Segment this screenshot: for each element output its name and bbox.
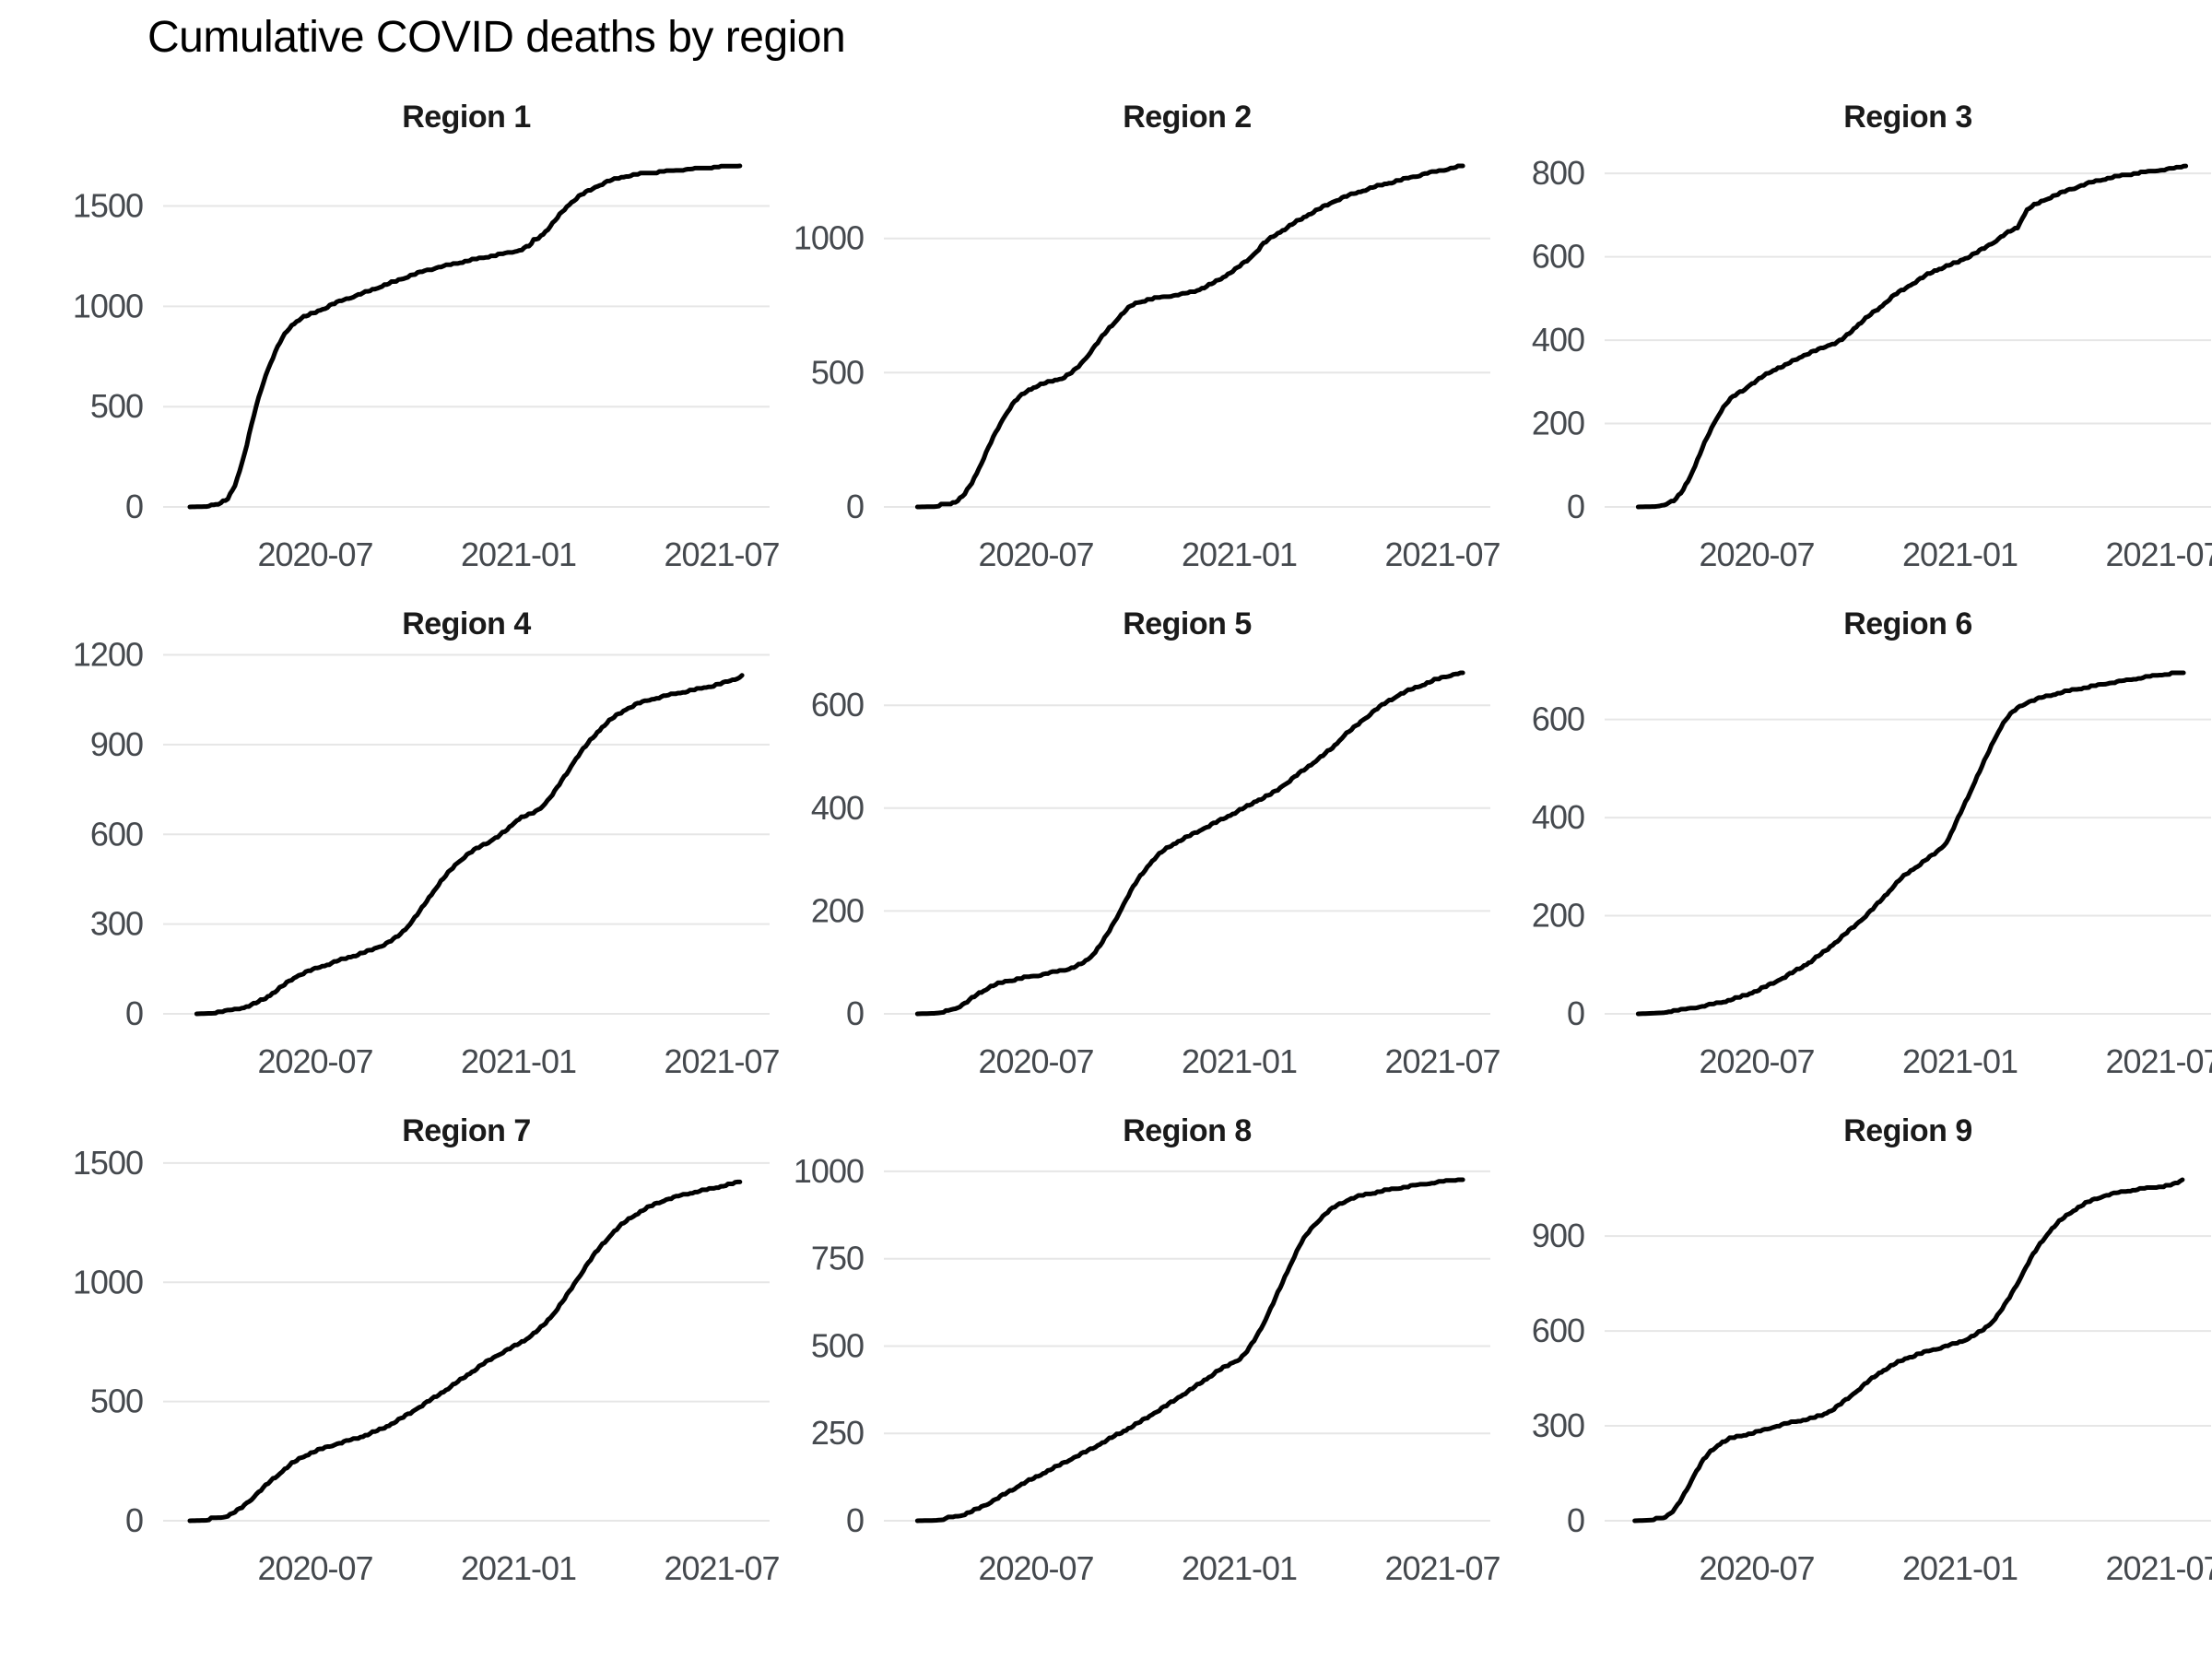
y-tick-label: 1500 <box>73 1144 143 1182</box>
facet-title: Region 4 <box>402 606 531 641</box>
x-tick-label: 2020-07 <box>978 1042 1093 1080</box>
facet-9: Region 9 0 300 600 900 2020-07 2021-01 2021-07 <box>1532 1113 2212 1587</box>
y-tick-label: 0 <box>1567 488 1584 525</box>
x-tick-label: 2021-07 <box>1384 1042 1500 1080</box>
facet-title: Region 1 <box>402 100 531 135</box>
facet-title: Region 7 <box>402 1113 531 1148</box>
y-tick-label: 900 <box>1532 1217 1584 1254</box>
deaths-line <box>187 1179 743 1524</box>
x-tick-label: 2021-01 <box>1902 535 2018 573</box>
y-tick-label: 1000 <box>73 287 143 324</box>
y-tick-label: 600 <box>1532 1312 1584 1349</box>
y-tick-label: 900 <box>90 725 143 763</box>
facet-title: Region 3 <box>1843 100 1972 135</box>
y-tick-label: 1000 <box>794 1152 864 1190</box>
x-tick-label: 2021-01 <box>1182 535 1297 573</box>
x-tick-label: 2021-01 <box>1902 1042 2018 1080</box>
x-tick-label: 2021-01 <box>461 1042 576 1080</box>
x-tick-label: 2021-07 <box>664 535 779 573</box>
facet-5: Region 5 0 200 400 600 2020-07 2021-01 2021-07 <box>811 606 1501 1080</box>
facet-title: Region 6 <box>1843 606 1972 641</box>
x-tick-label: 2021-07 <box>2105 1549 2212 1587</box>
x-tick-label: 2021-01 <box>1902 1549 2018 1587</box>
y-tick-label: 0 <box>1567 1501 1584 1539</box>
y-tick-label: 0 <box>846 488 864 525</box>
y-tick-label: 400 <box>1532 321 1584 359</box>
facet-8: Region 8 0 250 500 750 1000 2020-07 2021-01 2021… <box>794 1113 1501 1587</box>
facet-6: Region 6 0 200 400 600 2020-07 2021-01 2021-07 <box>1532 606 2212 1080</box>
y-tick-label: 600 <box>811 686 864 724</box>
x-tick-label: 2021-07 <box>664 1042 779 1080</box>
x-tick-label: 2020-07 <box>978 535 1093 573</box>
facet-title: Region 2 <box>1123 100 1252 135</box>
facet-title: Region 5 <box>1123 606 1252 641</box>
y-tick-label: 250 <box>811 1414 864 1452</box>
y-tick-label: 500 <box>90 387 143 425</box>
y-tick-label: 500 <box>811 1326 864 1364</box>
x-tick-label: 2021-07 <box>2105 535 2212 573</box>
y-tick-label: 0 <box>125 1501 143 1539</box>
deaths-line <box>1632 1177 2185 1524</box>
y-tick-label: 1000 <box>794 219 864 257</box>
deaths-line <box>1635 163 2189 510</box>
y-tick-label: 600 <box>1532 238 1584 276</box>
y-tick-label: 0 <box>1567 994 1584 1032</box>
y-tick-label: 200 <box>1532 405 1584 442</box>
y-tick-label: 400 <box>1532 798 1584 836</box>
x-tick-label: 2021-07 <box>1384 535 1500 573</box>
facet-3: Region 3 0 200 400 600 800 2020-07 2021-01 2021-… <box>1532 100 2212 573</box>
y-tick-label: 0 <box>125 488 143 525</box>
facet-title: Region 8 <box>1123 1113 1252 1148</box>
y-tick-label: 750 <box>811 1240 864 1277</box>
facet-grid: Region 1 0 500 1000 1500 2020-07 2021-01 2021-0… <box>73 100 2212 1587</box>
x-tick-label: 2021-07 <box>1384 1549 1500 1587</box>
facet-7: Region 7 0 500 1000 1500 2020-07 2021-01 2021-0… <box>73 1113 781 1587</box>
y-tick-label: 1500 <box>73 187 143 225</box>
y-tick-label: 0 <box>125 994 143 1032</box>
x-tick-label: 2020-07 <box>257 535 372 573</box>
facet-2: Region 2 0 500 1000 2020-07 2021-01 2021-07 <box>794 100 1501 573</box>
x-tick-label: 2021-01 <box>1182 1042 1297 1080</box>
y-tick-label: 0 <box>846 994 864 1032</box>
y-tick-label: 500 <box>811 353 864 391</box>
x-tick-label: 2020-07 <box>1699 535 1814 573</box>
deaths-line <box>914 163 1465 510</box>
y-tick-label: 800 <box>1532 154 1584 192</box>
y-tick-label: 0 <box>846 1501 864 1539</box>
x-tick-label: 2021-01 <box>461 535 576 573</box>
x-tick-label: 2021-07 <box>2105 1042 2212 1080</box>
deaths-line <box>1635 670 2186 1017</box>
x-tick-label: 2020-07 <box>257 1549 372 1587</box>
chart-title: Cumulative COVID deaths by region <box>147 13 845 62</box>
x-tick-label: 2020-07 <box>978 1549 1093 1587</box>
deaths-line <box>914 1177 1465 1524</box>
x-tick-label: 2021-07 <box>664 1549 779 1587</box>
y-tick-label: 600 <box>90 815 143 853</box>
deaths-line <box>914 670 1465 1017</box>
x-tick-label: 2020-07 <box>1699 1549 1814 1587</box>
facet-title: Region 9 <box>1843 1113 1972 1148</box>
y-tick-label: 600 <box>1532 700 1584 738</box>
deaths-line <box>194 673 745 1017</box>
x-tick-label: 2021-01 <box>461 1549 576 1587</box>
deaths-line <box>187 163 743 510</box>
x-tick-label: 2020-07 <box>1699 1042 1814 1080</box>
facet-1: Region 1 0 500 1000 1500 2020-07 2021-01 2021-0… <box>73 100 781 573</box>
y-tick-label: 500 <box>90 1382 143 1420</box>
y-tick-label: 300 <box>90 905 143 943</box>
y-tick-label: 300 <box>1532 1406 1584 1444</box>
y-tick-label: 200 <box>1532 897 1584 935</box>
x-tick-label: 2020-07 <box>257 1042 372 1080</box>
facet-4: Region 4 0 300 600 900 1200 2020-07 2021-01 2021… <box>73 606 781 1080</box>
y-tick-label: 200 <box>811 891 864 929</box>
x-tick-label: 2021-01 <box>1182 1549 1297 1587</box>
y-tick-label: 1000 <box>73 1263 143 1300</box>
y-tick-label: 400 <box>811 789 864 827</box>
y-tick-label: 1200 <box>73 636 143 674</box>
